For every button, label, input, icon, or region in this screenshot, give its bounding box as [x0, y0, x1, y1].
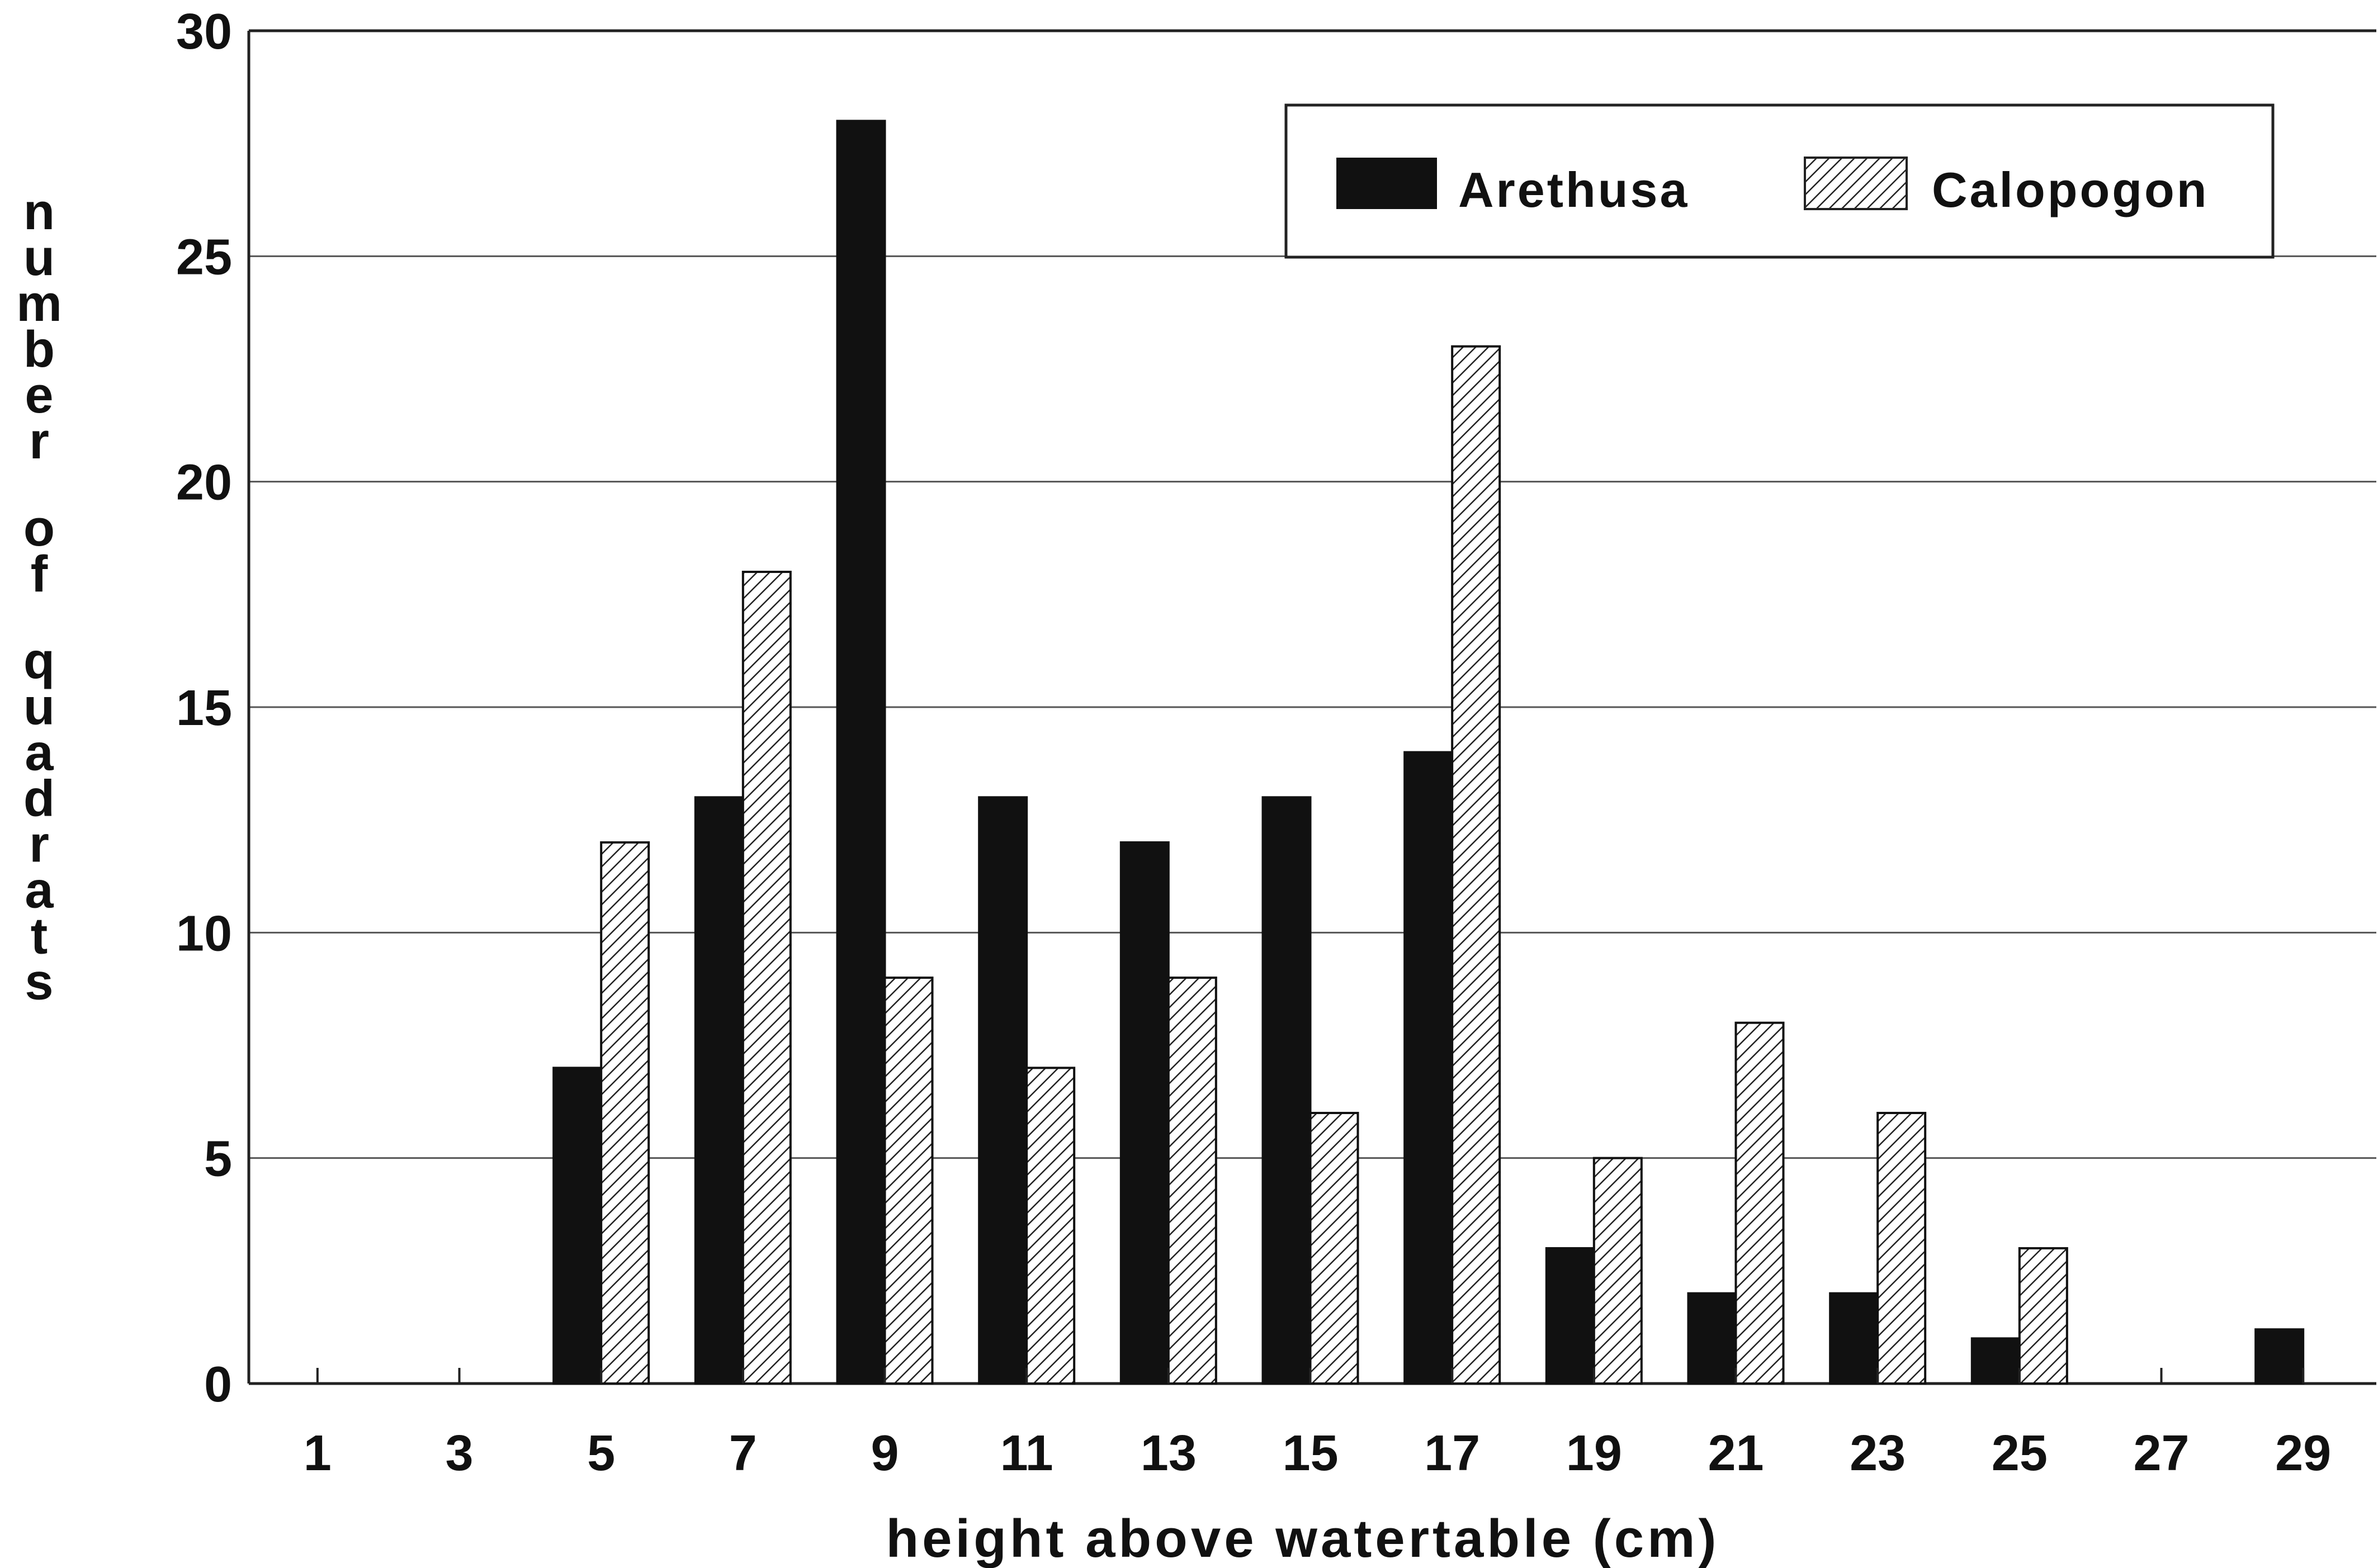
x-tick-labels: 1 3 5 7 9 11 13 15 17 19 21 23 25 27 29 — [304, 1368, 2331, 1481]
legend-box — [1284, 103, 2275, 259]
bar-arethusa-17 — [1403, 751, 1454, 1385]
bar-calopogon-17 — [1451, 345, 1501, 1385]
y-axis-title-char: r — [29, 816, 49, 873]
y-axis-title-char: f — [31, 546, 48, 603]
bar-arethusa-21 — [1687, 1292, 1737, 1385]
y-axis-title-char: m — [16, 275, 62, 332]
bar-arethusa-23 — [1829, 1292, 1879, 1385]
legend: Arethusa Calopogon — [1284, 103, 2275, 259]
bar-calopogon-23 — [1876, 1112, 1927, 1385]
bar-calopogon-11 — [1025, 1067, 1076, 1385]
bar-calopogon-15 — [1309, 1112, 1359, 1385]
x-tick-label: 13 — [1141, 1425, 1197, 1481]
x-tick-label: 3 — [445, 1425, 473, 1481]
bar-calopogon-19 — [1592, 1157, 1643, 1385]
y-tick-label: 25 — [176, 229, 232, 285]
bars — [552, 120, 2305, 1385]
bar-calopogon-9 — [883, 977, 934, 1385]
y-tick-label: 15 — [176, 680, 232, 736]
y-axis-title-char: r — [29, 413, 49, 470]
y-axis-title-char: b — [23, 321, 55, 378]
y-axis-title-char: u — [23, 679, 55, 736]
bar-arethusa-25 — [1970, 1337, 2021, 1385]
x-tick-label: 25 — [1992, 1425, 2048, 1481]
legend-label-calopogon: Calopogon — [1932, 162, 2209, 217]
x-tick-label: 9 — [871, 1425, 899, 1481]
y-axis-title-char: a — [25, 724, 54, 781]
bar-arethusa-9 — [836, 120, 886, 1385]
y-axis-title-char: d — [23, 770, 55, 827]
x-tick-label: 27 — [2133, 1425, 2189, 1481]
gridlines — [249, 255, 2376, 1159]
y-tick-label: 30 — [176, 4, 232, 60]
bar-arethusa-11 — [978, 796, 1028, 1385]
legend-label-arethusa: Arethusa — [1458, 162, 1689, 217]
bar-arethusa-29 — [2254, 1328, 2305, 1385]
x-tick-label: 5 — [587, 1425, 615, 1481]
bar-arethusa-19 — [1545, 1247, 1595, 1385]
y-tick-label: 10 — [176, 906, 232, 961]
bar-arethusa-13 — [1119, 841, 1170, 1385]
x-tick-label: 29 — [2275, 1425, 2331, 1481]
bar-arethusa-7 — [694, 796, 744, 1385]
x-tick-label: 1 — [304, 1425, 332, 1481]
x-tick-label: 21 — [1708, 1425, 1764, 1481]
x-tick-label: 7 — [729, 1425, 757, 1481]
x-tick-label: 15 — [1282, 1425, 1338, 1481]
legend-swatch-calopogon — [1804, 157, 1908, 210]
bar-arethusa-5 — [552, 1067, 603, 1385]
y-axis-title-char: t — [31, 908, 48, 965]
bar-calopogon-21 — [1734, 1021, 1785, 1385]
x-tick-label: 17 — [1424, 1425, 1480, 1481]
y-axis-title-char: n — [23, 183, 55, 240]
bar-calopogon-13 — [1167, 977, 1217, 1385]
bar-calopogon-5 — [600, 841, 650, 1385]
y-axis-title-char: e — [25, 367, 53, 424]
y-tick-label: 5 — [204, 1131, 232, 1187]
x-axis-title: height above watertable (cm) — [886, 1509, 1720, 1568]
bar-calopogon-7 — [741, 571, 792, 1385]
y-axis-title-char: s — [25, 954, 53, 1011]
y-axis-title-char: u — [23, 229, 55, 286]
y-axis-title-char: o — [23, 500, 55, 557]
x-tick-label: 19 — [1566, 1425, 1622, 1481]
legend-swatch-arethusa — [1336, 158, 1437, 209]
x-tick-label: 11 — [1000, 1425, 1053, 1481]
y-tick-labels: 0 5 10 15 20 25 30 — [176, 4, 232, 1413]
x-tick-label: 23 — [1850, 1425, 1906, 1481]
bar-arethusa-15 — [1261, 796, 1312, 1385]
y-tick-label: 20 — [176, 455, 232, 511]
bar-calopogon-25 — [2018, 1247, 2068, 1385]
y-axis-title-char: a — [25, 862, 54, 919]
y-tick-label: 0 — [204, 1357, 232, 1413]
y-axis-title-char: q — [23, 633, 55, 690]
